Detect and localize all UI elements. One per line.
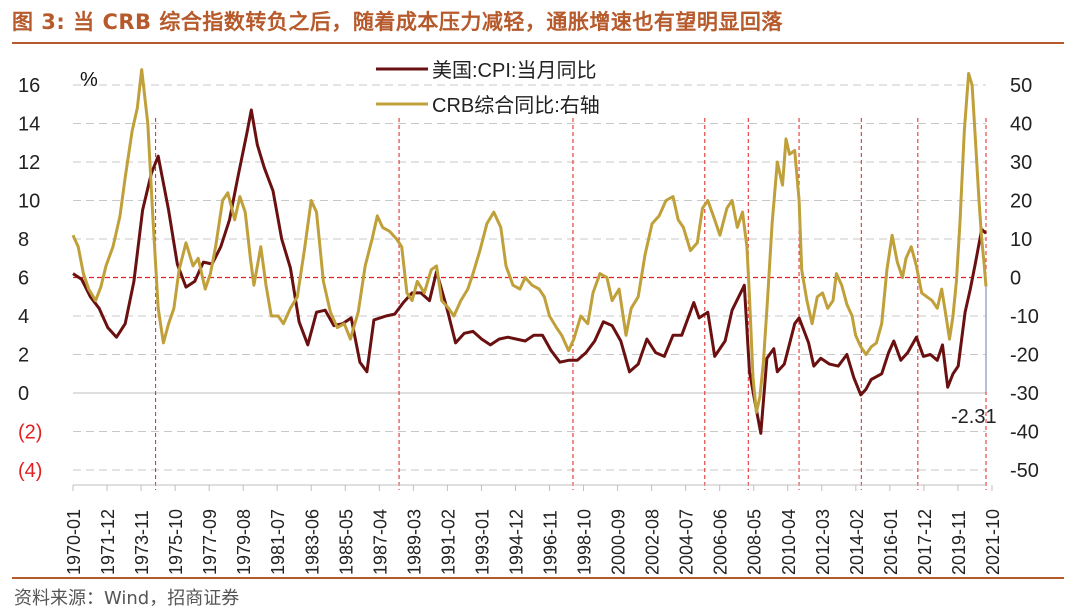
chart-title: 图 3: 当 CRB 综合指数转负之后，随着成本压力减轻，通胀增速也有望明显回落 bbox=[12, 10, 783, 34]
right-axis-tick-labels: 50 40 30 20 10 0 -10 -20 -30 -40 -50 bbox=[1010, 75, 1039, 482]
x-axis-tick-label: 2016-01 bbox=[881, 509, 901, 575]
right-axis-tick-label: 40 bbox=[1010, 114, 1032, 136]
left-axis-tick-label: 14 bbox=[18, 114, 40, 136]
series-lines bbox=[71, 68, 988, 435]
crb-last-value-label: -2.31 bbox=[951, 406, 997, 428]
left-axis-tick-label: 6 bbox=[18, 268, 29, 290]
left-axis-tick-label: 2 bbox=[18, 345, 29, 367]
x-axis-tick-label: 1973-11 bbox=[132, 510, 152, 575]
cpi-series-line bbox=[72, 108, 987, 435]
x-axis-tick-label: 2006-06 bbox=[711, 509, 731, 575]
left-axis-tick-label: 12 bbox=[18, 152, 40, 174]
vertical-marker-lines bbox=[155, 118, 987, 490]
legend-label-cpi: 美国:CPI:当月同比 bbox=[432, 59, 596, 82]
x-axis-tick-label: 1991-02 bbox=[438, 509, 458, 575]
x-axis-tick-label: 2014-02 bbox=[847, 509, 867, 575]
left-axis-tick-label: 4 bbox=[18, 306, 29, 328]
right-axis-tick-label: -20 bbox=[1010, 345, 1039, 367]
right-axis-tick-label: 50 bbox=[1010, 75, 1032, 97]
x-axis-tick-label: 1971-12 bbox=[98, 509, 118, 575]
left-axis-tick-label: 0 bbox=[18, 383, 29, 405]
crb-series-line bbox=[71, 68, 988, 414]
x-axis-tick-label: 1985-05 bbox=[336, 509, 356, 575]
annotations: -2.31 bbox=[951, 406, 997, 428]
x-axis-tick-label: 1975-10 bbox=[166, 509, 186, 575]
x-axis-tick-label: 2019-11 bbox=[949, 510, 969, 575]
x-axis-tick-label: 1993-01 bbox=[472, 509, 492, 575]
x-axis-tick-label: 2010-04 bbox=[779, 509, 799, 575]
left-axis-tick-label: 16 bbox=[18, 75, 40, 97]
left-axis-tick-label: (4) bbox=[18, 460, 42, 482]
legend-label-crb: CRB综合同比:右轴 bbox=[432, 94, 600, 117]
x-axis: 1970-01 1971-12 1973-11 1975-10 1977-09 1979-… bbox=[64, 484, 1003, 575]
x-axis-tick-label: 1994-12 bbox=[506, 509, 526, 575]
left-axis-tick-label: 10 bbox=[18, 191, 40, 213]
right-axis-tick-label: 10 bbox=[1010, 229, 1032, 251]
x-axis-tick-label: 1979-08 bbox=[234, 509, 254, 575]
x-axis-tick-label: 2008-05 bbox=[745, 509, 765, 575]
x-axis-tick-label: 2012-03 bbox=[813, 509, 833, 575]
x-axis-tick-label: 2004-07 bbox=[677, 509, 697, 575]
x-axis-tick-label: 1983-06 bbox=[302, 509, 322, 575]
x-axis-tick-label: 1996-11 bbox=[541, 510, 561, 575]
x-axis-tick-label: 2000-09 bbox=[609, 509, 629, 575]
left-axis-tick-labels: 16 14 12 10 8 6 4 2 0 (2) (4)% bbox=[18, 69, 98, 482]
right-axis-tick-label: 0 bbox=[1010, 268, 1021, 290]
right-axis-tick-label: -30 bbox=[1010, 383, 1039, 405]
source-note: 资料来源：Wind，招商证券 bbox=[14, 588, 240, 609]
left-axis-tick-label: 8 bbox=[18, 229, 29, 251]
title-divider bbox=[12, 42, 1064, 44]
right-axis-tick-label: -50 bbox=[1010, 460, 1039, 482]
x-axis-tick-label: 1989-03 bbox=[404, 509, 424, 575]
zero-reference-lines bbox=[73, 276, 986, 394]
x-axis-tick-label: 1977-09 bbox=[200, 509, 220, 575]
right-axis-tick-label: 20 bbox=[1010, 191, 1032, 213]
x-axis-tick-label: 1970-01 bbox=[64, 509, 84, 575]
x-axis-tick-label: 2002-08 bbox=[643, 509, 663, 575]
x-axis-tick-label: 2017-12 bbox=[915, 509, 935, 575]
x-axis-tick-label: 2021-10 bbox=[983, 509, 1003, 575]
right-axis-tick-label: -10 bbox=[1010, 306, 1039, 328]
x-axis-tick-label: 1987-04 bbox=[370, 509, 390, 575]
right-axis-tick-label: -40 bbox=[1010, 422, 1039, 444]
left-axis-unit: % bbox=[80, 69, 98, 91]
x-axis-tick-label: 1981-07 bbox=[268, 509, 288, 575]
footer-divider bbox=[12, 577, 1064, 579]
right-axis-tick-label: 30 bbox=[1010, 152, 1032, 174]
x-axis-tick-label: 1998-10 bbox=[575, 509, 595, 575]
legend[interactable]: 美国:CPI:当月同比 CRB综合同比:右轴 bbox=[376, 59, 600, 117]
left-axis-tick-label: (2) bbox=[18, 422, 42, 444]
